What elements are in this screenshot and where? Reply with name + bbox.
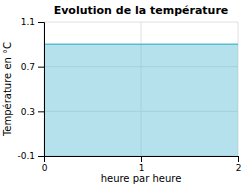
x-axis-line	[45, 157, 239, 163]
x-tick-label: 1	[139, 163, 145, 173]
title: Evolution de la température	[54, 4, 229, 17]
x-axis: 0 1 2	[42, 156, 242, 173]
x-tick: 0	[42, 156, 48, 173]
plot: 0 1 2 -0.1 0.3 0.7 1.1	[17, 17, 241, 173]
marks	[44, 44, 238, 156]
y-tick-mark	[38, 156, 44, 157]
y-tick: 0.7	[21, 62, 44, 72]
y-tick-label: 0.7	[21, 62, 35, 72]
y-axis-title: Température en °C	[2, 42, 13, 137]
line	[44, 44, 238, 46]
area	[44, 44, 238, 156]
y-tick-label: 1.1	[21, 17, 35, 27]
y-axis: -0.1 0.3 0.7 1.1	[17, 17, 44, 161]
x-tick-label: 0	[42, 163, 48, 173]
y-tick-mark	[38, 22, 44, 23]
x-tick: 2	[236, 156, 242, 173]
x-tick-mark	[238, 156, 239, 162]
y-tick-label: -0.1	[17, 151, 35, 161]
grid	[44, 22, 238, 156]
y-tick: -0.1	[17, 151, 44, 161]
x-tick-mark	[141, 156, 142, 162]
y-tick-label: 0.3	[21, 107, 35, 117]
y-tick-mark	[38, 111, 44, 112]
x-tick: 1	[139, 156, 145, 173]
y-axis-line	[38, 23, 45, 157]
y-tick: 0.3	[21, 107, 44, 117]
y-tick-mark	[38, 67, 44, 68]
chart: 0 1 2 -0.1 0.3 0.7 1.1 Evolution de la températ…	[0, 0, 250, 188]
x-tick-label: 2	[236, 163, 242, 173]
y-tick: 1.1	[21, 17, 44, 27]
x-axis-title: heure par heure	[101, 173, 182, 184]
